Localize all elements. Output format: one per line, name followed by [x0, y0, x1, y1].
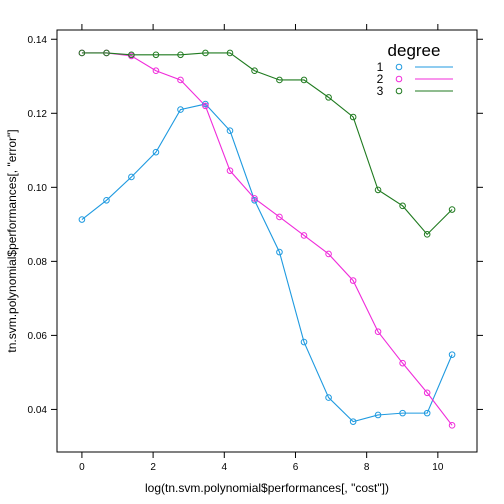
- series-2-point: [325, 250, 332, 258]
- series-3-point: [177, 51, 184, 59]
- series-3-point: [226, 49, 234, 57]
- series-1-point: [276, 248, 283, 256]
- series-1-point: [251, 196, 258, 204]
- y-tick-label: 0.10: [28, 183, 48, 194]
- series-1-point: [374, 411, 382, 419]
- series-2-point: [177, 76, 184, 84]
- series-2-point: [202, 102, 209, 110]
- series-1-point: [152, 148, 160, 156]
- series-3-point: [349, 113, 357, 121]
- series-1-point: [177, 106, 184, 113]
- series-2-point: [152, 67, 160, 75]
- series-2-point: [448, 422, 456, 429]
- series-3-point: [374, 186, 382, 194]
- series-1-point: [448, 351, 456, 358]
- x-tick-label: 4: [222, 462, 228, 473]
- y-tick-label: 0.14: [28, 35, 48, 46]
- series-2-point: [300, 232, 308, 239]
- y-tick-label: 0.08: [28, 257, 48, 268]
- series-1-point: [226, 127, 234, 134]
- x-tick-label: 8: [364, 462, 370, 473]
- series-2-point: [399, 359, 406, 367]
- x-tick-label: 6: [293, 462, 299, 473]
- series-3-point: [300, 76, 308, 84]
- series-3-point: [251, 67, 258, 75]
- series-3-point: [202, 49, 209, 57]
- series-3-line: [81, 52, 453, 236]
- series-3-point: [423, 231, 431, 238]
- series-1-line: [81, 103, 453, 423]
- series-3-point: [128, 51, 135, 59]
- series-1-point: [78, 216, 86, 223]
- series-2-point: [276, 213, 283, 221]
- legend-label-3: 3: [377, 84, 384, 98]
- series-3-point: [448, 206, 456, 213]
- y-tick-label: 0.04: [28, 405, 48, 416]
- series-2-point: [226, 167, 234, 174]
- series-1-point: [399, 409, 406, 417]
- y-tick-label: 0.12: [28, 109, 48, 120]
- legend-marker-2: [395, 75, 403, 83]
- axis-tick-labels: 0 2 4 6 8 10 0.04 0.06 0.08 0.10 0.12 0.14: [28, 35, 444, 473]
- series-3-point: [152, 51, 160, 59]
- legend-marker-1: [395, 63, 403, 71]
- legend-label-1: 1: [377, 60, 384, 74]
- series-1-point: [349, 418, 357, 425]
- plot-frame: [56, 29, 478, 453]
- series-2-line: [81, 52, 453, 426]
- legend: degree 123: [377, 41, 453, 98]
- y-tick-label: 0.06: [28, 331, 48, 342]
- series-1-point: [325, 394, 332, 401]
- y-axis-label: tn.svm.polynomial$performances[, "error"…: [5, 129, 19, 352]
- x-tick-label: 10: [432, 462, 444, 473]
- series-1-point: [202, 100, 209, 108]
- series-2-point: [374, 328, 382, 335]
- series-2-point: [349, 277, 357, 284]
- series-3-point: [78, 49, 86, 57]
- series-3-point: [103, 49, 110, 57]
- legend-title: degree: [388, 41, 441, 60]
- series-1-point: [423, 409, 431, 417]
- legend-marker-3: [395, 87, 403, 95]
- axis-ticks: [51, 24, 483, 458]
- series-points: [78, 49, 456, 429]
- series-1-point: [300, 338, 308, 346]
- x-tick-label: 0: [79, 462, 85, 473]
- series-1-point: [128, 173, 135, 181]
- series-3-point: [399, 202, 406, 210]
- series-1-point: [103, 196, 110, 204]
- series-2-point: [251, 195, 258, 202]
- x-axis-label: log(tn.svm.polynomial$performances[, "co…: [145, 481, 389, 495]
- series-3-point: [325, 94, 332, 101]
- series-lines: [81, 52, 453, 426]
- legend-label-2: 2: [377, 72, 384, 86]
- series-3-point: [276, 76, 283, 84]
- series-2-point: [423, 389, 431, 397]
- x-tick-label: 2: [150, 462, 156, 473]
